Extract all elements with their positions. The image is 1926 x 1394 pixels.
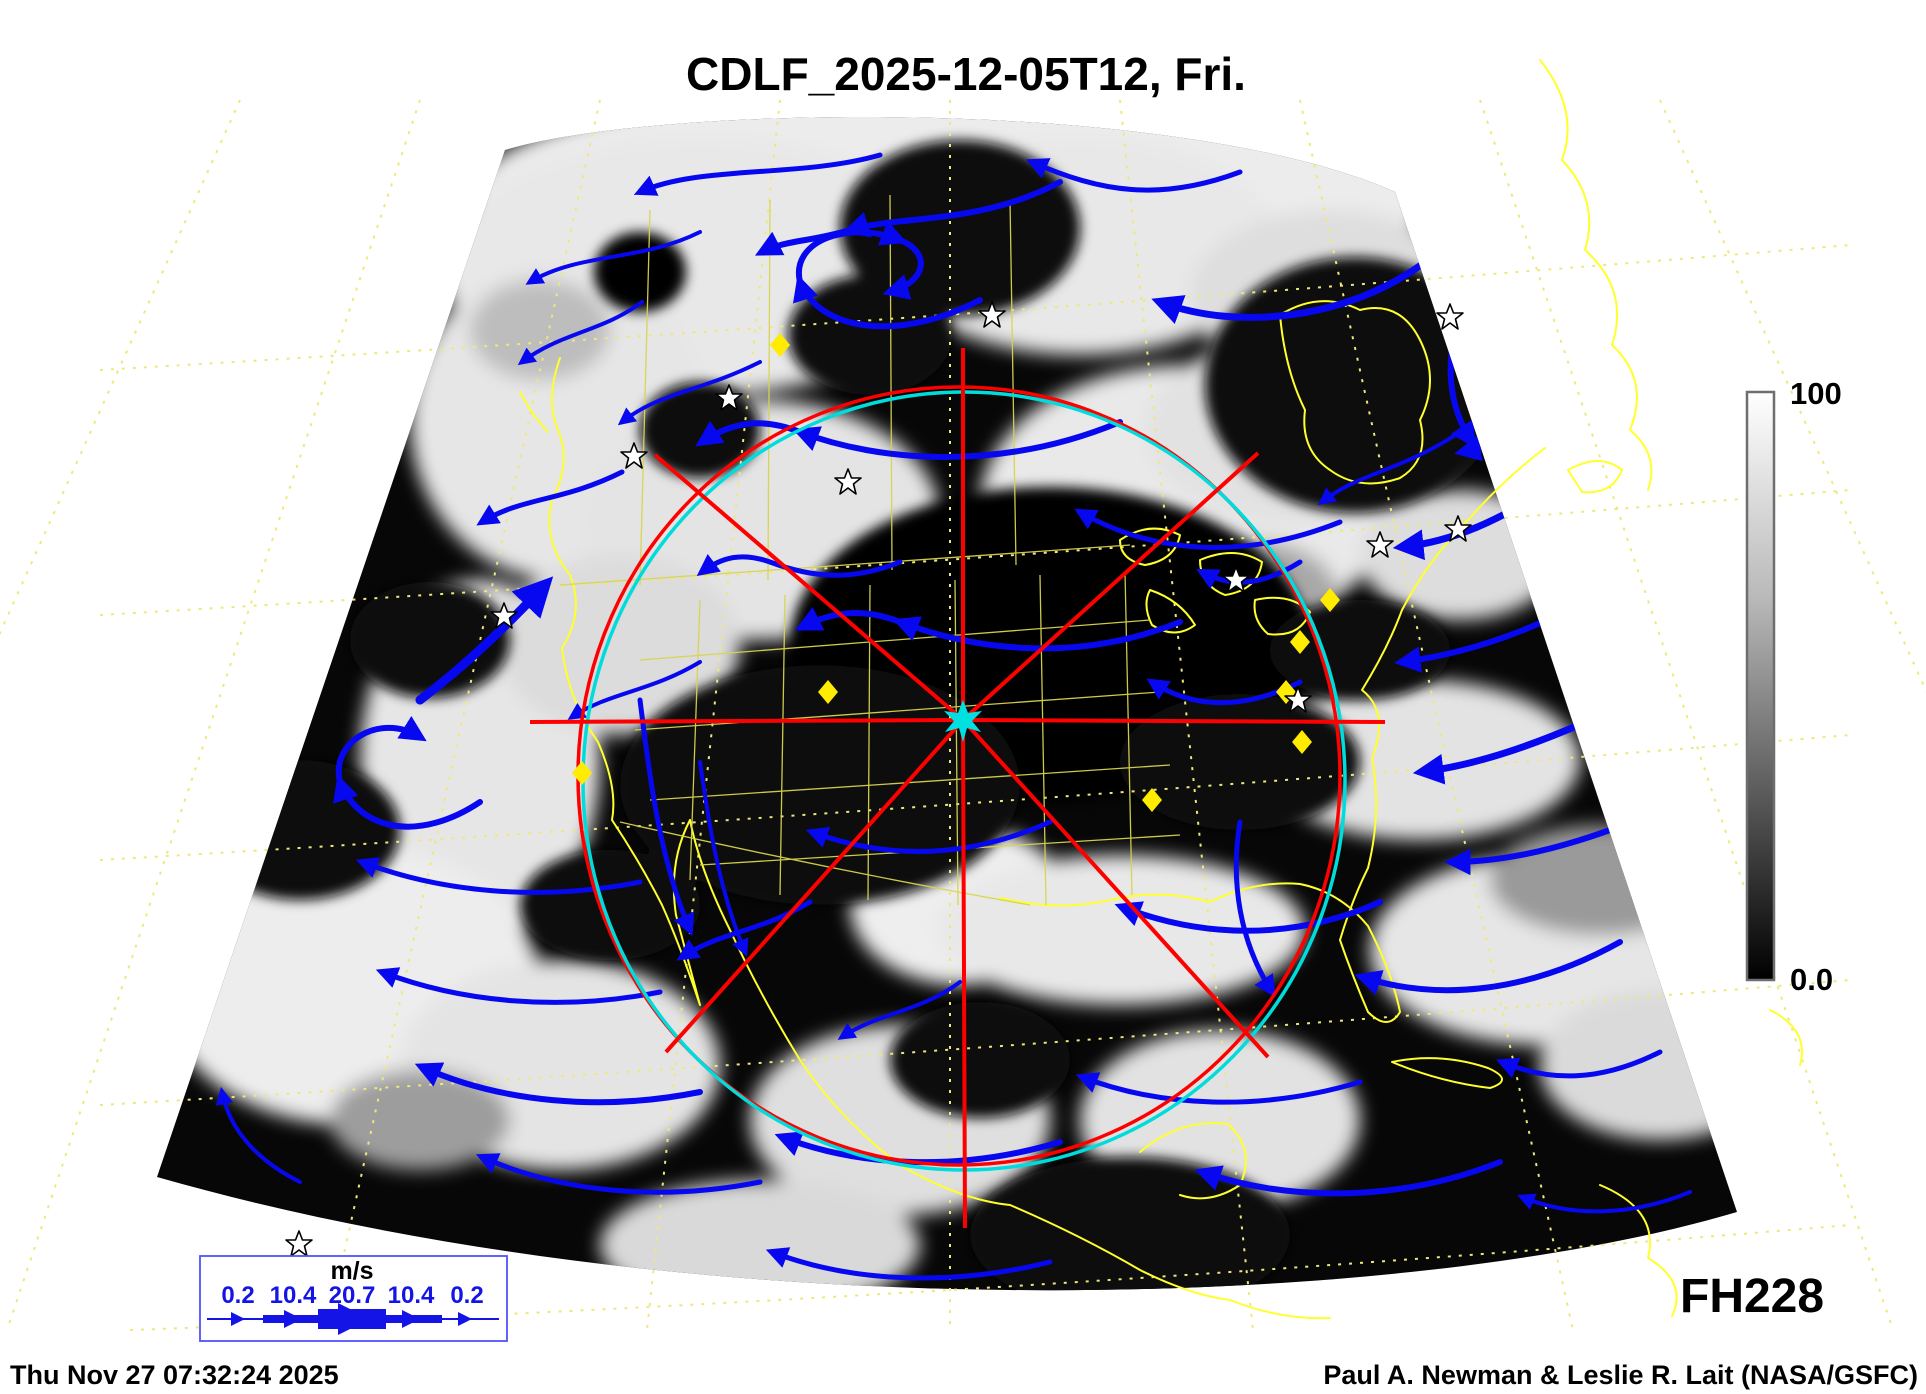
legend-speed-2: 20.7 — [329, 1282, 376, 1309]
forecast-hour-label: FH228 — [1680, 1270, 1824, 1323]
legend-speed-1: 10.4 — [270, 1282, 317, 1309]
legend-arrow-glyph — [207, 1303, 499, 1335]
map-title: CDLF_2025-12-05T12, Fri. — [686, 48, 1246, 100]
wind-speed-legend: m/s 0.2 10.4 20.7 10.4 0.2 — [199, 1255, 508, 1342]
center-star-icon — [944, 700, 982, 742]
colorbar: 100 0.0 — [1745, 376, 1842, 997]
legend-speed-4: 0.2 — [450, 1282, 483, 1309]
legend-speed-3: 10.4 — [388, 1282, 435, 1309]
range-rings-and-rays — [529, 348, 1386, 1229]
colorbar-max-label: 100 — [1790, 376, 1842, 411]
footer-credit: Paul A. Newman & Leslie R. Lait (NASA/GS… — [1323, 1360, 1918, 1390]
footer-timestamp: Thu Nov 27 07:32:24 2025 — [10, 1360, 339, 1390]
legend-speed-0: 0.2 — [221, 1282, 254, 1309]
legend-units-label: m/s — [330, 1257, 373, 1285]
star-markers-layer — [285, 301, 1472, 1257]
colorbar-min-label: 0.0 — [1790, 962, 1833, 997]
colorbar-gradient — [1745, 390, 1776, 982]
